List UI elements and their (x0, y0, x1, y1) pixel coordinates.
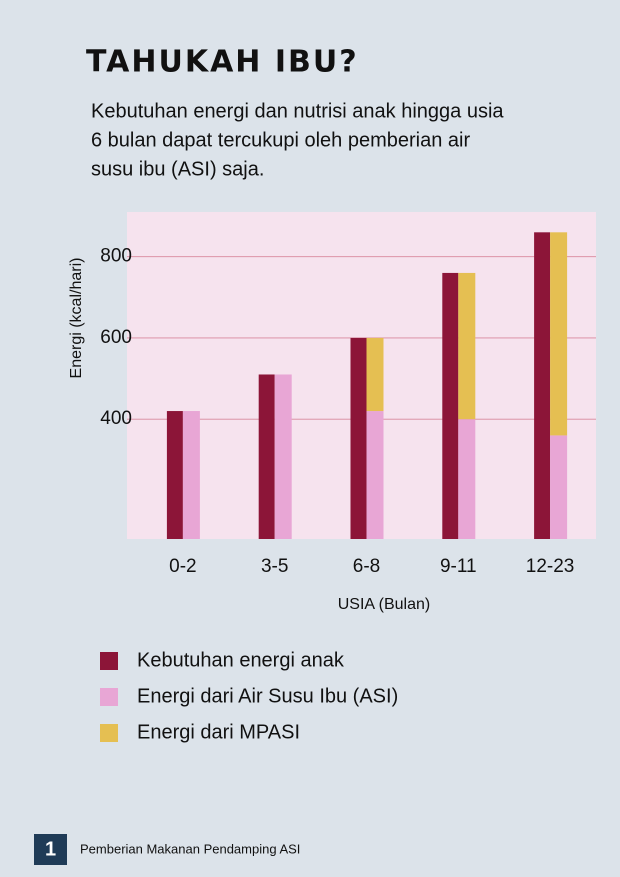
y-tick-label: 400 (100, 408, 132, 429)
bar-segment (550, 232, 568, 436)
y-tick-label: 800 (100, 246, 132, 267)
legend-swatch (100, 652, 118, 670)
subtitle-line: susu ibu (ASI) saja. (91, 158, 264, 180)
title: TAHUKAH IBU? (86, 45, 359, 80)
legend-label: Energi dari MPASI (137, 721, 300, 743)
bar (166, 411, 183, 539)
footer-text: Pemberian Makanan Pendamping ASI (80, 841, 300, 856)
bar (442, 272, 459, 539)
subtitle-line: Kebutuhan energi dan nutrisi anak hingga… (91, 100, 504, 122)
x-axis-label: USIA (Bulan) (338, 596, 430, 613)
legend-swatch (100, 724, 118, 742)
bar-segment (274, 374, 292, 539)
page-number: 1 (45, 838, 56, 860)
bar-segment (550, 435, 568, 539)
y-tick-label: 600 (100, 327, 132, 348)
bar-segment (458, 272, 476, 420)
bar (534, 232, 551, 540)
bar-segment (182, 411, 200, 539)
legend-swatch (100, 688, 118, 706)
x-tick-label: 0-2 (169, 556, 196, 577)
subtitle-line: 6 bulan dapat tercukupi oleh pemberian a… (91, 129, 470, 151)
page-badge (34, 834, 67, 865)
x-tick-label: 12-23 (526, 556, 575, 577)
bar-segment (458, 419, 476, 539)
x-tick-label: 3-5 (261, 556, 288, 577)
bar-segment (366, 337, 384, 412)
bar (258, 374, 275, 539)
x-tick-label: 6-8 (353, 556, 380, 577)
legend-label: Energi dari Air Susu Ibu (ASI) (137, 685, 398, 707)
bar (350, 337, 367, 539)
x-tick-label: 9-11 (440, 556, 477, 577)
legend-label: Kebutuhan energi anak (137, 649, 345, 671)
bar-segment (366, 411, 384, 539)
y-axis-label: Energi (kcal/hari) (68, 258, 85, 379)
